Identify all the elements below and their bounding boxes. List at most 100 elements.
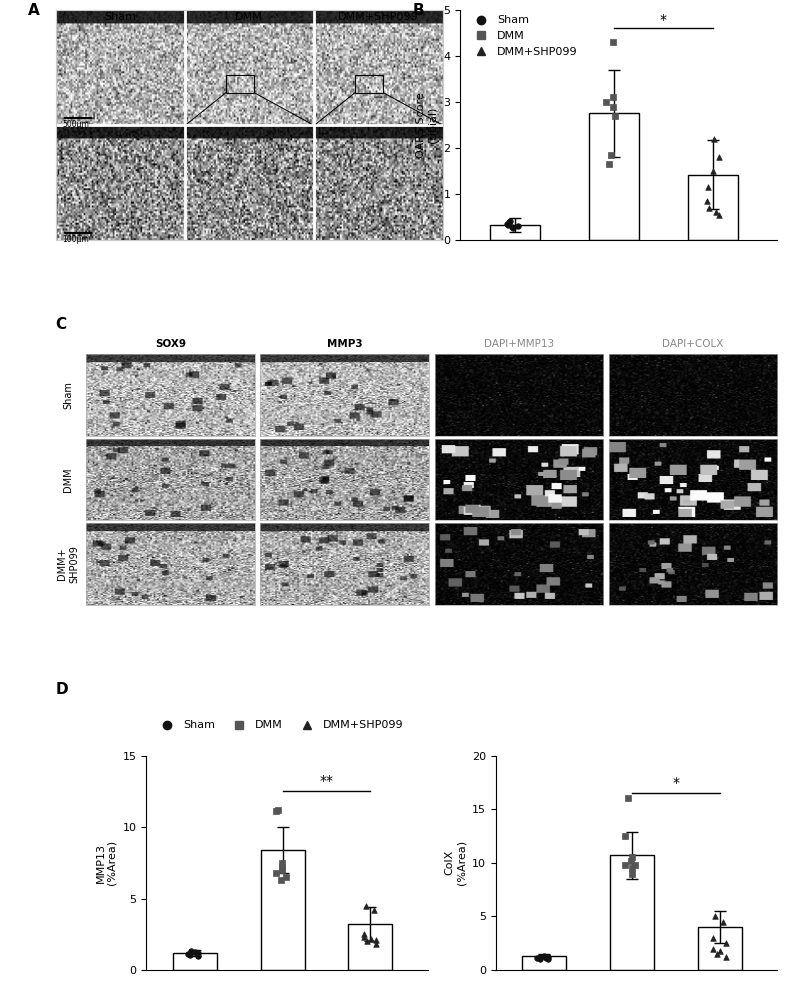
Point: [714, 943, 727, 959]
Point: [711, 946, 723, 962]
Point: [185, 943, 197, 959]
Point: [184, 947, 197, 963]
Text: C: C: [56, 317, 67, 332]
Point: [534, 951, 546, 967]
Point: [270, 803, 282, 819]
Point: [358, 926, 370, 942]
Point: [361, 933, 374, 949]
Text: DAPI+MMP13: DAPI+MMP13: [484, 339, 554, 349]
Point: [534, 949, 546, 965]
Text: DMM+SHP099: DMM+SHP099: [338, 12, 419, 22]
Point: [608, 108, 621, 124]
Point: [182, 946, 194, 962]
Point: [272, 802, 285, 818]
Point: [367, 902, 380, 918]
Text: DAPI+COLX: DAPI+COLX: [662, 339, 723, 349]
Point: [707, 941, 719, 957]
Point: [279, 869, 292, 885]
Point: [504, 213, 516, 229]
Y-axis label: ColX
(%Area): ColX (%Area): [445, 840, 466, 885]
Bar: [688, 175, 737, 240]
Bar: [698, 927, 742, 970]
Legend: Sham, DMM, DMM+SHP099: Sham, DMM, DMM+SHP099: [151, 716, 408, 735]
Point: [192, 948, 205, 964]
Point: [626, 849, 638, 865]
Point: [626, 866, 638, 882]
Point: [358, 929, 370, 945]
Point: [370, 932, 382, 948]
Point: [276, 859, 289, 875]
Y-axis label: OARS Score
(tibial): OARS Score (tibial): [416, 92, 438, 158]
Point: [619, 857, 631, 873]
Text: DMM: DMM: [63, 467, 73, 492]
Point: [713, 149, 726, 165]
Point: [710, 204, 722, 220]
Text: DMM+
SHP099: DMM+ SHP099: [57, 545, 79, 583]
Point: [603, 156, 615, 172]
Bar: [589, 113, 638, 240]
Point: [625, 860, 638, 876]
Point: [700, 193, 713, 209]
Point: [359, 898, 372, 914]
Point: [502, 217, 515, 233]
Point: [190, 946, 203, 962]
Legend: Sham, DMM, DMM+SHP099: Sham, DMM, DMM+SHP099: [465, 11, 582, 61]
Bar: [610, 855, 654, 970]
Text: SOX9: SOX9: [155, 339, 186, 349]
Point: [719, 949, 732, 965]
Point: [365, 931, 377, 947]
Text: Sham: Sham: [104, 12, 136, 22]
Text: D: D: [56, 682, 68, 697]
Point: [500, 216, 513, 232]
Text: *: *: [660, 13, 667, 27]
Point: [621, 790, 634, 806]
Point: [607, 34, 619, 50]
Point: [709, 908, 722, 924]
Text: A: A: [29, 3, 40, 18]
Bar: [226, 75, 255, 93]
Text: B: B: [413, 3, 424, 18]
Y-axis label: MMP13
(%Area): MMP13 (%Area): [95, 840, 117, 885]
Point: [629, 857, 642, 873]
Point: [276, 862, 289, 878]
Bar: [523, 956, 566, 970]
Bar: [355, 75, 383, 93]
Point: [713, 207, 726, 223]
Point: [606, 89, 619, 105]
Point: [507, 220, 519, 236]
Point: [542, 949, 554, 965]
Text: **: **: [320, 774, 334, 788]
Point: [188, 944, 201, 960]
Point: [531, 950, 544, 966]
Text: *: *: [672, 776, 680, 790]
Point: [542, 951, 554, 967]
Text: Sham: Sham: [63, 381, 73, 409]
Point: [717, 914, 730, 930]
Text: MMP3: MMP3: [327, 339, 362, 349]
Point: [707, 131, 720, 147]
Text: DMM: DMM: [236, 12, 263, 22]
Bar: [490, 225, 539, 240]
Point: [625, 853, 638, 869]
Point: [512, 218, 525, 234]
Point: [702, 179, 714, 195]
Bar: [348, 924, 393, 970]
Point: [276, 855, 289, 871]
Point: [707, 163, 719, 179]
Point: [505, 219, 518, 235]
Point: [607, 99, 619, 115]
Point: [605, 147, 618, 163]
Point: [703, 200, 716, 216]
Point: [538, 948, 550, 964]
Text: 100μm: 100μm: [62, 235, 89, 244]
Bar: [173, 953, 216, 970]
Point: [270, 865, 282, 881]
Text: 500μm: 500μm: [62, 120, 89, 129]
Point: [600, 94, 613, 110]
Point: [370, 936, 383, 952]
Point: [540, 950, 553, 966]
Point: [275, 872, 288, 888]
Point: [192, 945, 205, 961]
Point: [707, 930, 720, 946]
Bar: [261, 850, 305, 970]
